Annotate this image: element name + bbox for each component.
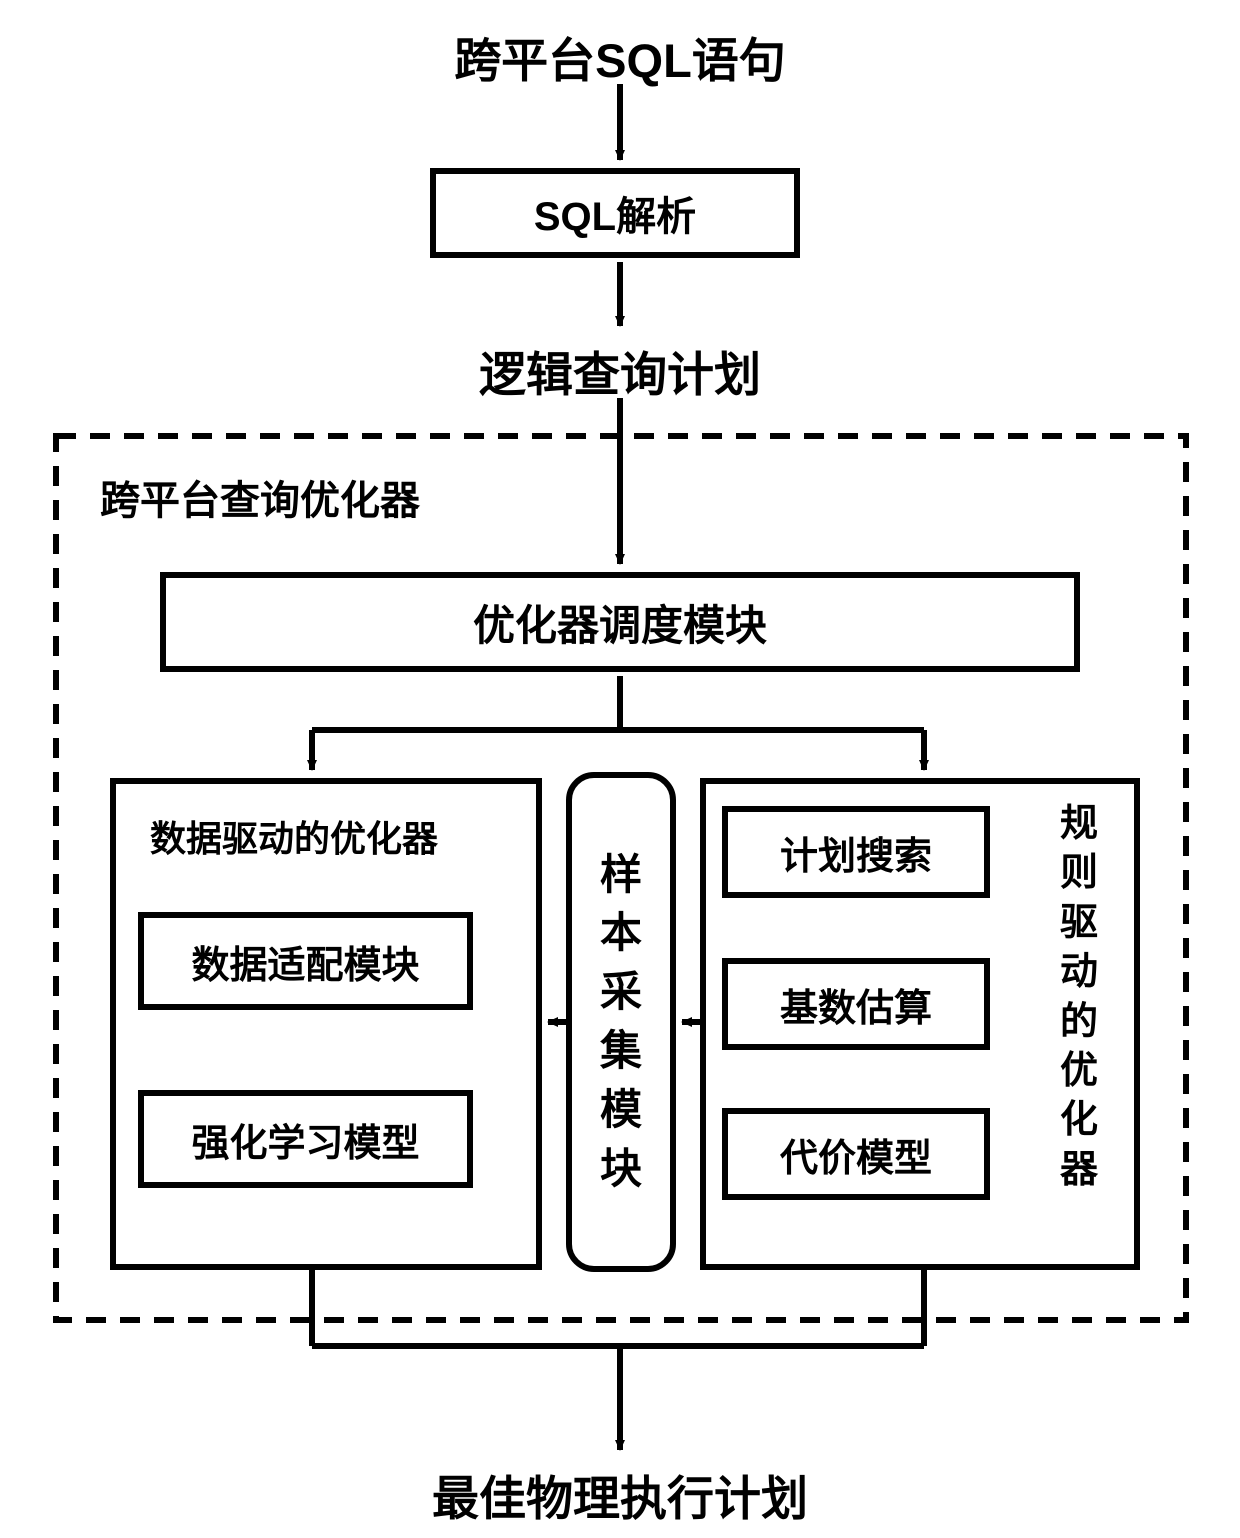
- left-box-1: 数据适配模块: [138, 912, 473, 1010]
- rv-char-5: 的: [1060, 998, 1098, 1047]
- flowchart-root: 跨平台SQL语句 SQL解析 逻辑查询计划 跨平台查询优化器 优化器调度模块 数…: [0, 0, 1240, 1538]
- center-rounded-module: 样 本 采 集 模 块: [566, 772, 676, 1272]
- logic-plan-label: 逻辑查询计划: [0, 336, 1240, 405]
- rv-char-4: 动: [1060, 948, 1098, 997]
- right-vertical-title: 规 则 驱 动 的 优 化 器: [1034, 800, 1124, 1195]
- rv-char-1: 规: [1060, 800, 1098, 849]
- center-char-3: 采: [600, 963, 642, 1022]
- top-title: 跨平台SQL语句: [0, 22, 1240, 91]
- center-char-6: 块: [600, 1140, 642, 1199]
- rv-char-3: 驱: [1060, 899, 1098, 948]
- right-box-1: 计划搜索: [722, 806, 990, 898]
- center-char-2: 本: [600, 904, 642, 963]
- right-box-2: 基数估算: [722, 958, 990, 1050]
- sql-parse-box: SQL解析: [430, 168, 800, 258]
- rv-char-7: 化: [1060, 1096, 1098, 1145]
- optimizer-title: 跨平台查询优化器: [100, 468, 420, 526]
- left-group-title: 数据驱动的优化器: [150, 810, 438, 862]
- bottom-title: 最佳物理执行计划: [0, 1460, 1240, 1529]
- left-box-2: 强化学习模型: [138, 1090, 473, 1188]
- center-char-1: 样: [600, 846, 642, 905]
- right-box-3: 代价模型: [722, 1108, 990, 1200]
- rv-char-6: 优: [1060, 1047, 1098, 1096]
- center-char-4: 集: [600, 1022, 642, 1081]
- rv-char-8: 器: [1060, 1146, 1098, 1195]
- center-char-5: 模: [600, 1081, 642, 1140]
- rv-char-2: 则: [1060, 849, 1098, 898]
- scheduler-box: 优化器调度模块: [160, 572, 1080, 672]
